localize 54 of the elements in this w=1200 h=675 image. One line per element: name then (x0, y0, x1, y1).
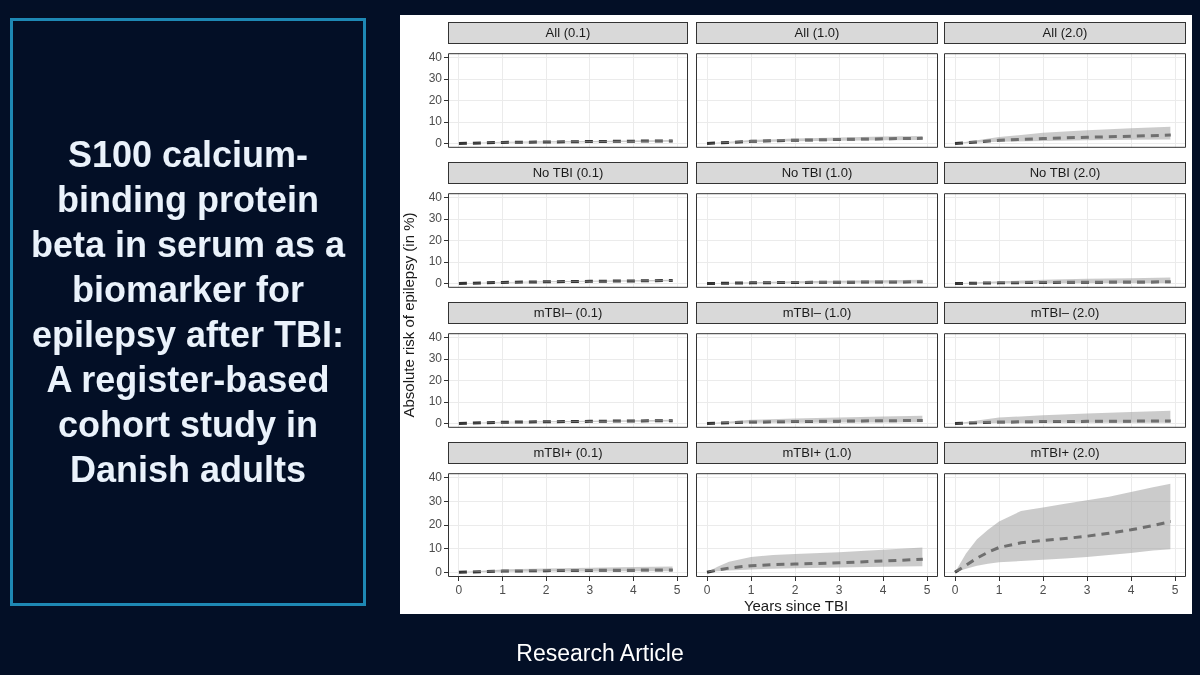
y-tick-label: 0 (435, 564, 443, 579)
x-tick-label: 3 (835, 582, 843, 597)
y-tick-label: 40 (428, 189, 443, 204)
x-tick-label: 4 (630, 582, 638, 597)
chart-title: No TBI (1.0) (696, 162, 938, 184)
y-tick-label: 20 (428, 232, 443, 247)
y-tick-label: 30 (428, 71, 443, 86)
text: Research Article (515, 640, 685, 667)
x-tick-label: 1 (747, 582, 755, 597)
x-tick-label: 0 (951, 582, 959, 597)
chart-title: No TBI (2.0) (944, 162, 1186, 184)
y-tick-label: 40 (428, 329, 443, 344)
y-axis-title: Absolute risk of epilepsy (in %) (400, 211, 418, 420)
x-tick-label: 4 (879, 582, 887, 597)
y-tick-label: 30 (428, 493, 443, 508)
y-tick-label: 30 (428, 211, 443, 226)
y-tick-label: 0 (435, 135, 443, 150)
chart-title: mTBI– (2.0) (944, 302, 1186, 324)
x-tick-label: 3 (1083, 582, 1091, 597)
x-tick-label: 4 (1127, 582, 1135, 597)
x-axis-title: Years since TBI (742, 597, 850, 614)
x-tick-label: 5 (923, 582, 931, 597)
x-tick-label: 0 (455, 582, 463, 597)
x-tick-label: 2 (542, 582, 550, 597)
chart-title: All (1.0) (696, 22, 938, 44)
y-tick-label: 10 (428, 541, 443, 555)
y-tick-label: 30 (428, 351, 443, 366)
y-tick-label: 0 (435, 275, 443, 290)
chart-title: No TBI (0.1) (448, 162, 688, 184)
x-tick-label: 3 (586, 582, 594, 597)
chart-title: mTBI+ (1.0) (696, 442, 938, 464)
x-tick-label: 1 (499, 582, 507, 597)
y-tick-label: 20 (428, 372, 443, 387)
x-tick-label: 0 (703, 582, 711, 597)
x-tick-label: 5 (1171, 582, 1179, 597)
x-tick-label: 2 (791, 582, 799, 597)
y-tick-label: 10 (428, 254, 443, 269)
x-tick-label: 1 (995, 582, 1003, 597)
y-tick-label: 40 (428, 49, 443, 64)
chart-title: mTBI+ (0.1) (448, 442, 688, 464)
chart-title: mTBI– (1.0) (696, 302, 938, 324)
y-tick-label: 10 (428, 394, 443, 409)
chart-title: mTBI+ (2.0) (944, 442, 1186, 464)
y-tick-label: 20 (428, 92, 443, 107)
chart-title: All (2.0) (944, 22, 1186, 44)
x-tick-label: 5 (673, 582, 681, 597)
y-tick-label: 40 (428, 470, 443, 485)
chart-title: All (0.1) (448, 22, 688, 44)
y-tick-label: 20 (428, 517, 443, 532)
x-tick-label: 2 (1039, 582, 1047, 597)
text: S100 calcium-binding protein beta in serum as a biomarker for epilepsy after TBI: A register-based cohort study in Danish adults (29, 133, 347, 492)
chart-title: mTBI– (0.1) (448, 302, 688, 324)
y-tick-label: 0 (435, 415, 443, 430)
y-tick-label: 10 (428, 114, 443, 129)
